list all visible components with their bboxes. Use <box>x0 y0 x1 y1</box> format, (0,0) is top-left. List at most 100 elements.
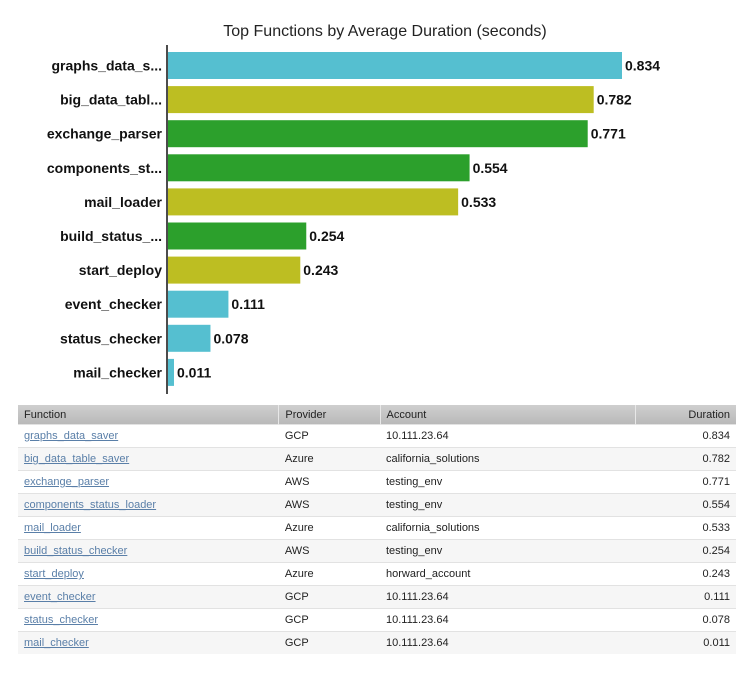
account-cell: california_solutions <box>380 447 636 471</box>
bar[interactable] <box>168 358 174 386</box>
table-row: start_deploy Azure horward_account 0.243 <box>18 562 736 586</box>
account-cell: 10.111.23.64 <box>380 585 636 609</box>
function-link[interactable]: graphs_data_saver <box>24 430 119 442</box>
chart-title: Top Functions by Average Duration (secon… <box>223 23 546 40</box>
duration-cell: 0.554 <box>635 493 736 517</box>
duration-cell: 0.782 <box>635 447 736 471</box>
function-link[interactable]: build_status_checker <box>24 545 128 557</box>
function-cell: components_status_loader <box>18 493 279 517</box>
table-row: components_status_loader AWS testing_env 0.… <box>18 493 736 517</box>
value-label: 0.254 <box>309 228 344 244</box>
value-label: 0.782 <box>597 92 632 108</box>
category-label: graphs_data_s... <box>52 58 163 74</box>
duration-cell: 0.771 <box>635 470 736 494</box>
account-cell: testing_env <box>380 493 636 517</box>
function-link[interactable]: big_data_table_saver <box>24 453 130 465</box>
provider-cell: AWS <box>278 539 380 563</box>
account-cell: california_solutions <box>380 516 636 540</box>
bar[interactable] <box>168 188 459 216</box>
account-cell: 10.111.23.64 <box>380 608 636 632</box>
functions-table: Function Provider Account Duration graph… <box>18 405 736 654</box>
provider-cell: Azure <box>278 516 380 540</box>
duration-cell: 0.254 <box>635 539 736 563</box>
value-label: 0.771 <box>591 126 626 142</box>
value-label: 0.078 <box>213 330 248 346</box>
provider-cell: GCP <box>278 631 380 654</box>
function-link[interactable]: status_checker <box>24 614 98 626</box>
function-cell: exchange_parser <box>18 470 279 494</box>
function-link[interactable]: components_status_loader <box>24 499 157 511</box>
category-label: mail_checker <box>73 364 162 380</box>
duration-cell: 0.243 <box>635 562 736 586</box>
function-cell: big_data_table_saver <box>18 447 279 471</box>
bar[interactable] <box>168 120 588 148</box>
category-label: big_data_tabl... <box>60 92 162 108</box>
function-link[interactable]: start_deploy <box>24 568 84 580</box>
table-row: event_checker GCP 10.111.23.64 0.111 <box>18 585 736 609</box>
function-link[interactable]: event_checker <box>24 591 96 603</box>
provider-cell: GCP <box>278 585 380 609</box>
category-label: exchange_parser <box>47 126 163 142</box>
function-cell: mail_checker <box>18 631 279 654</box>
table-body: graphs_data_saver GCP 10.111.23.64 0.834 big… <box>18 424 736 654</box>
function-cell: status_checker <box>18 608 279 632</box>
table-header-row: Function Provider Account Duration <box>18 405 736 425</box>
category-label: start_deploy <box>79 262 162 278</box>
account-cell: horward_account <box>380 562 636 586</box>
value-label: 0.834 <box>625 58 660 74</box>
value-label: 0.554 <box>473 160 508 176</box>
function-cell: build_status_checker <box>18 539 279 563</box>
account-cell: 10.111.23.64 <box>380 631 636 654</box>
provider-cell: GCP <box>278 424 380 448</box>
provider-cell: GCP <box>278 608 380 632</box>
provider-cell: Azure <box>278 562 380 586</box>
bar[interactable] <box>168 86 594 114</box>
function-cell: start_deploy <box>18 562 279 586</box>
provider-cell: AWS <box>278 470 380 494</box>
function-link[interactable]: mail_loader <box>24 522 81 534</box>
value-label: 0.011 <box>177 364 211 380</box>
category-label: event_checker <box>65 296 163 312</box>
bar[interactable] <box>168 154 470 182</box>
function-link[interactable]: exchange_parser <box>24 476 110 488</box>
category-label: status_checker <box>60 330 163 346</box>
bar[interactable] <box>168 52 622 79</box>
column-header-duration[interactable]: Duration <box>634 405 736 425</box>
value-label: 0.111 <box>231 296 265 312</box>
account-cell: testing_env <box>380 539 636 563</box>
column-header-provider[interactable]: Provider <box>278 405 380 425</box>
table-row: build_status_checker AWS testing_env 0.254 <box>18 539 736 563</box>
provider-cell: Azure <box>278 447 380 471</box>
column-header-function[interactable]: Function <box>18 405 279 425</box>
account-cell: testing_env <box>380 470 636 494</box>
duration-cell: 0.078 <box>635 608 736 632</box>
category-label: build_status_... <box>60 228 162 244</box>
column-header-account[interactable]: Account <box>379 405 636 425</box>
table-row: big_data_table_saver Azure california_solu… <box>18 447 736 471</box>
value-label: 0.243 <box>303 262 338 278</box>
provider-cell: AWS <box>278 493 380 517</box>
table-row: exchange_parser AWS testing_env 0.771 <box>18 470 736 494</box>
table-row: mail_checker GCP 10.111.23.64 0.011 <box>18 631 736 654</box>
category-label: mail_loader <box>84 194 162 210</box>
category-label: components_st... <box>47 160 162 176</box>
bar-chart: Top Functions by Average Duration (secon… <box>47 23 660 394</box>
value-label: 0.533 <box>461 194 496 210</box>
duration-cell: 0.111 <box>635 585 736 609</box>
bar[interactable] <box>168 324 211 352</box>
table-row: mail_loader Azure california_solutions 0.53… <box>18 516 736 540</box>
table-row: status_checker GCP 10.111.23.64 0.078 <box>18 608 736 632</box>
bar[interactable] <box>168 290 229 318</box>
duration-cell: 0.011 <box>635 631 736 654</box>
function-cell: graphs_data_saver <box>18 424 279 448</box>
bars-group: graphs_data_s... 0.834 big_data_tabl... 0.7… <box>47 52 660 386</box>
function-cell: mail_loader <box>18 516 279 540</box>
function-cell: event_checker <box>18 585 279 609</box>
duration-cell: 0.533 <box>635 516 736 540</box>
bar[interactable] <box>168 222 307 250</box>
duration-cell: 0.834 <box>635 424 736 448</box>
function-link[interactable]: mail_checker <box>24 637 89 649</box>
bar[interactable] <box>168 256 301 284</box>
account-cell: 10.111.23.64 <box>380 424 636 448</box>
table-row: graphs_data_saver GCP 10.111.23.64 0.834 <box>18 424 736 448</box>
